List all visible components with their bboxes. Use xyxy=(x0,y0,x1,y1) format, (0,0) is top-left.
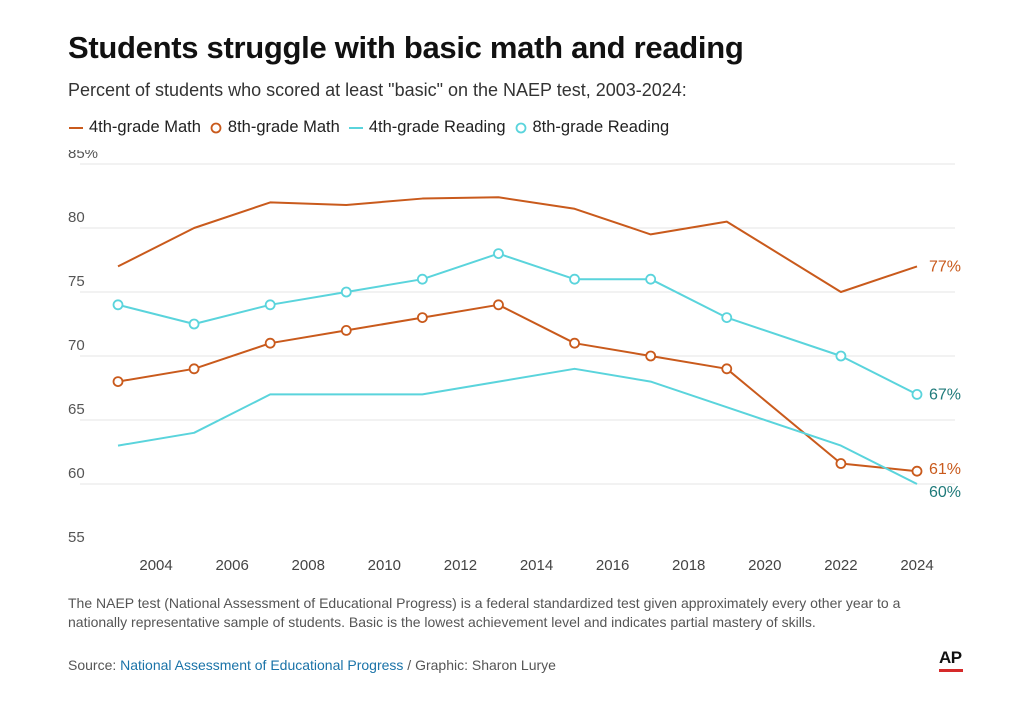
source-link[interactable]: National Assessment of Educational Progr… xyxy=(120,657,404,673)
data-point-read8 xyxy=(721,312,733,324)
ap-logo-underline xyxy=(939,669,963,672)
data-point-math8 xyxy=(569,337,580,349)
legend-circle-marker-icon xyxy=(210,122,222,133)
x-tick-label: 2004 xyxy=(139,557,172,574)
data-point-read8 xyxy=(112,299,124,311)
data-point-read8 xyxy=(645,273,657,285)
legend: 4th-grade Math 8th-grade Math 4th-grade … xyxy=(68,118,677,137)
data-point-read8 xyxy=(188,318,200,330)
series-line-math4 xyxy=(117,196,918,293)
series-line-math8 xyxy=(117,303,918,473)
x-tick-label: 2018 xyxy=(672,557,705,574)
x-tick-label: 2012 xyxy=(444,557,477,574)
source-line: Source: National Assessment of Education… xyxy=(68,657,556,673)
legend-item-math8: 8th-grade Math xyxy=(209,118,340,137)
series-line-read4 xyxy=(117,367,918,485)
data-point-math8 xyxy=(340,324,352,336)
y-tick-label: 75 xyxy=(68,273,85,290)
data-point-read8 xyxy=(264,299,276,311)
x-tick-label: 2010 xyxy=(368,557,401,574)
y-tick-label: 85% xyxy=(68,150,98,162)
source-suffix: / Graphic: Sharon Lurye xyxy=(403,657,556,673)
legend-label: 4th-grade Math xyxy=(89,118,201,136)
legend-circle-marker-icon xyxy=(515,122,526,133)
x-tick-label: 2014 xyxy=(520,557,553,574)
y-tick-label: 55 xyxy=(68,529,85,546)
y-tick-label: 60 xyxy=(68,465,85,482)
data-point-read8 xyxy=(416,273,428,285)
chart-subtitle: Percent of students who scored at least … xyxy=(68,80,687,100)
chart-title: Students struggle with basic math and re… xyxy=(68,30,744,65)
legend-item-math4: 4th-grade Math xyxy=(68,118,201,137)
data-point-math8 xyxy=(416,312,428,324)
legend-label: 8th-grade Math xyxy=(227,118,340,136)
line-chart: 55 60 65 70 75 80 85% 2004 2006 2008 2010 2012 2014 2… xyxy=(68,150,961,574)
end-label-read8: 67% xyxy=(929,386,961,403)
source-prefix: Source: xyxy=(68,657,121,673)
data-point-math8 xyxy=(835,458,847,469)
legend-item-read8: 8th-grade Reading xyxy=(514,118,670,137)
footnote: The NAEP test (National Assessment of Ed… xyxy=(68,595,901,630)
legend-line-marker-icon xyxy=(348,126,363,129)
x-tick-label: 2024 xyxy=(900,557,933,574)
data-point-math8 xyxy=(493,299,504,311)
ap-logo: AP xyxy=(939,648,962,667)
series-line-read8 xyxy=(117,252,918,396)
x-tick-label: 2008 xyxy=(292,557,325,574)
data-point-read8 xyxy=(493,248,504,259)
legend-label: 8th-grade Reading xyxy=(532,118,670,136)
y-tick-label: 70 xyxy=(68,337,85,354)
y-tick-label: 80 xyxy=(68,209,85,226)
x-tick-label: 2022 xyxy=(824,557,857,574)
y-tick-label: 65 xyxy=(68,401,85,418)
data-point-math8 xyxy=(911,465,923,477)
data-point-math8 xyxy=(721,363,733,375)
data-point-math8 xyxy=(264,337,276,349)
data-point-math8 xyxy=(188,363,200,375)
end-label-read4: 60% xyxy=(929,484,961,501)
end-label-math8: 61% xyxy=(929,461,961,478)
data-point-read8 xyxy=(569,273,580,285)
end-label-math4: 77% xyxy=(929,258,961,275)
legend-line-marker-icon xyxy=(69,126,83,129)
data-point-read8 xyxy=(835,350,847,362)
data-point-read8 xyxy=(911,388,923,400)
data-point-math8 xyxy=(112,376,124,388)
legend-item-read4: 4th-grade Reading xyxy=(348,118,506,137)
x-tick-label: 2006 xyxy=(215,557,248,574)
x-tick-label: 2016 xyxy=(596,557,629,574)
data-point-read8 xyxy=(340,286,352,298)
legend-label: 4th-grade Reading xyxy=(368,118,506,136)
x-tick-label: 2020 xyxy=(748,557,781,574)
data-point-math8 xyxy=(645,350,657,362)
